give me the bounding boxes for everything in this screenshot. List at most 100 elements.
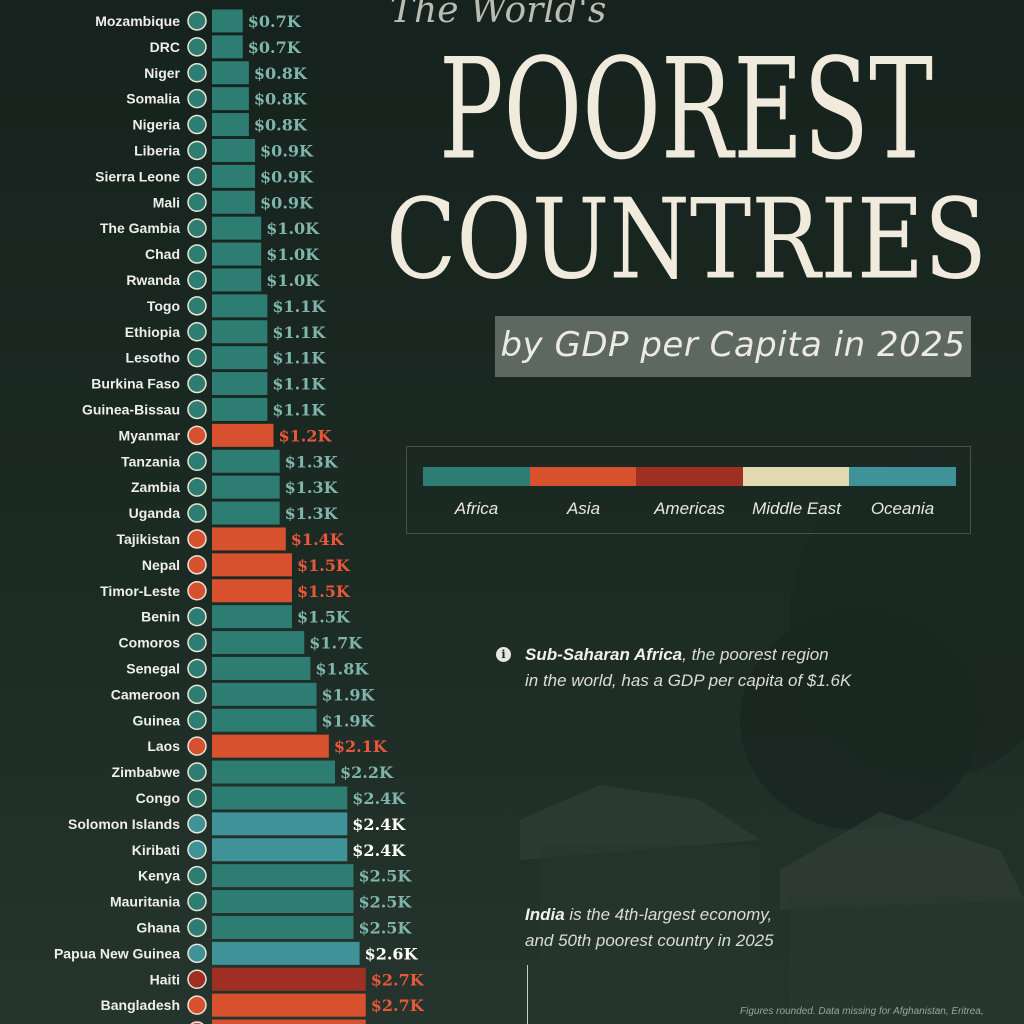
bar-mozambique bbox=[212, 9, 243, 33]
category-label-kenya: Kenya bbox=[138, 868, 180, 884]
value-label-papua-new-guinea: $2.6K bbox=[365, 944, 419, 963]
legend-label-oceania: Oceania bbox=[870, 499, 935, 518]
legend-swatch-americas bbox=[636, 467, 743, 486]
bar-bangladesh bbox=[212, 993, 366, 1017]
flag-icon-timor-leste bbox=[187, 581, 207, 601]
note-africa-rest: , the poorest region bbox=[682, 645, 829, 664]
subtitle-box: by GDP per Capita in 2025 bbox=[495, 316, 971, 377]
category-label-burkina-faso: Burkina Faso bbox=[91, 376, 180, 392]
value-label-togo: $1.1K bbox=[272, 297, 326, 316]
value-label-guinea-bissau: $1.1K bbox=[272, 400, 326, 419]
category-label-ghana: Ghana bbox=[136, 919, 180, 935]
subtitle: by GDP per Capita in 2025 bbox=[500, 325, 966, 365]
flag-icon-ethiopia bbox=[187, 322, 207, 342]
legend-swatch-oceania bbox=[849, 467, 956, 486]
flag-icon-nepal bbox=[187, 555, 207, 575]
bar-kenya bbox=[212, 864, 354, 888]
bar-comoros bbox=[212, 631, 305, 655]
legend-label-africa: Africa bbox=[454, 499, 499, 518]
value-label-ethiopia: $1.1K bbox=[272, 323, 326, 342]
flag-icon-sierra-leone bbox=[187, 166, 207, 187]
bar-ethiopia bbox=[212, 320, 268, 344]
category-label-rwanda: Rwanda bbox=[126, 272, 180, 288]
category-label-tanzania: Tanzania bbox=[121, 453, 180, 469]
flag-icon-congo bbox=[187, 788, 207, 808]
category-label-zimbabwe: Zimbabwe bbox=[112, 764, 181, 780]
value-label-guinea: $1.9K bbox=[322, 711, 376, 730]
bar-cameroon bbox=[212, 682, 317, 706]
category-label-papua-new-guinea: Papua New Guinea bbox=[54, 945, 180, 961]
value-label-burkina-faso: $1.1K bbox=[272, 375, 326, 394]
flag-icon-kenya bbox=[187, 865, 207, 886]
bar-rwanda bbox=[212, 268, 262, 292]
value-label-mauritania: $2.5K bbox=[358, 893, 412, 912]
value-label-kiribati: $2.4K bbox=[352, 841, 406, 860]
legend-item-middle-east: Middle East bbox=[743, 467, 850, 519]
bar-liberia bbox=[212, 138, 256, 162]
legend-swatch-middle-east bbox=[743, 467, 850, 486]
value-label-the-gambia: $1.0K bbox=[266, 219, 320, 238]
category-label-zambia: Zambia bbox=[131, 479, 180, 495]
value-label-ghana: $2.5K bbox=[358, 918, 412, 937]
value-label-rwanda: $1.0K bbox=[266, 271, 320, 290]
bar-zimbabwe bbox=[212, 760, 335, 784]
legend: Africa Asia Americas Middle East Oceania bbox=[406, 446, 971, 534]
flag-icon-chad bbox=[187, 244, 207, 264]
bar-kiribati bbox=[212, 838, 348, 862]
note-india-rest: is the 4th-largest economy, bbox=[564, 905, 773, 924]
value-label-chad: $1.0K bbox=[266, 245, 320, 264]
category-label-congo: Congo bbox=[136, 790, 180, 806]
flag-icon-togo bbox=[187, 296, 207, 316]
footnote: Figures rounded. Data missing for Afghan… bbox=[740, 1006, 984, 1017]
flag-icon-zimbabwe bbox=[187, 762, 207, 782]
legend-label-middle-east: Middle East bbox=[752, 499, 841, 518]
flag-icon-papua-new-guinea bbox=[187, 943, 207, 964]
bar-guinea bbox=[212, 708, 317, 732]
category-label-togo: Togo bbox=[147, 298, 180, 314]
value-label-mali: $0.9K bbox=[260, 193, 314, 212]
note-india: India is the 4th-largest economy, and 50… bbox=[525, 902, 774, 954]
category-label-comoros: Comoros bbox=[119, 635, 181, 651]
flag-icon-myanmar bbox=[187, 425, 207, 446]
flag-icon-mozambique bbox=[187, 11, 207, 31]
category-label-uganda: Uganda bbox=[129, 505, 181, 521]
bar-zambia bbox=[212, 475, 280, 499]
category-label-timor-leste: Timor-Leste bbox=[100, 583, 180, 599]
value-label-nigeria: $0.8K bbox=[254, 116, 308, 135]
value-label-sierra-leone: $0.9K bbox=[260, 167, 314, 186]
category-label-mozambique: Mozambique bbox=[95, 13, 180, 29]
category-label-nigeria: Nigeria bbox=[133, 117, 181, 133]
bar-nigeria bbox=[212, 113, 249, 137]
bar-haiti bbox=[212, 967, 366, 991]
value-label-bangladesh: $2.7K bbox=[371, 996, 425, 1015]
category-label-mali: Mali bbox=[153, 194, 180, 210]
value-label-congo: $2.4K bbox=[352, 789, 406, 808]
value-label-zambia: $1.3K bbox=[285, 478, 339, 497]
bar-niger bbox=[212, 61, 249, 85]
note-sub-saharan-africa: Sub-Saharan Africa, the poorest region i… bbox=[525, 642, 851, 694]
category-label-drc: DRC bbox=[150, 39, 180, 55]
title-line-2: POOREST bbox=[438, 28, 934, 191]
bar-tanzania bbox=[212, 449, 280, 473]
bar-guinea-bissau bbox=[212, 397, 268, 421]
value-label-myanmar: $1.2K bbox=[279, 426, 333, 445]
category-label-ethiopia: Ethiopia bbox=[125, 324, 180, 340]
bar-ghana bbox=[212, 915, 354, 939]
category-label-guinea-bissau: Guinea-Bissau bbox=[82, 401, 180, 417]
flag-icon-comoros bbox=[187, 632, 207, 653]
category-label-guinea: Guinea bbox=[133, 712, 181, 728]
note-india-bold: India bbox=[525, 905, 565, 924]
category-label-senegal: Senegal bbox=[126, 660, 180, 676]
category-label-cameroon: Cameroon bbox=[111, 686, 180, 702]
note-africa-bold: Sub-Saharan Africa bbox=[525, 645, 683, 664]
legend-item-americas: Americas bbox=[636, 467, 743, 519]
bar-chad bbox=[212, 242, 262, 266]
flag-icon-guinea bbox=[187, 710, 207, 730]
value-label-nepal: $1.5K bbox=[297, 556, 351, 575]
bar-kyrgyzstan bbox=[212, 1019, 366, 1024]
value-label-kyrgyzstan: $2.7K bbox=[371, 1022, 425, 1024]
value-label-somalia: $0.8K bbox=[254, 90, 308, 109]
flag-icon-cameroon bbox=[187, 684, 207, 705]
flag-icon-haiti bbox=[187, 969, 207, 989]
